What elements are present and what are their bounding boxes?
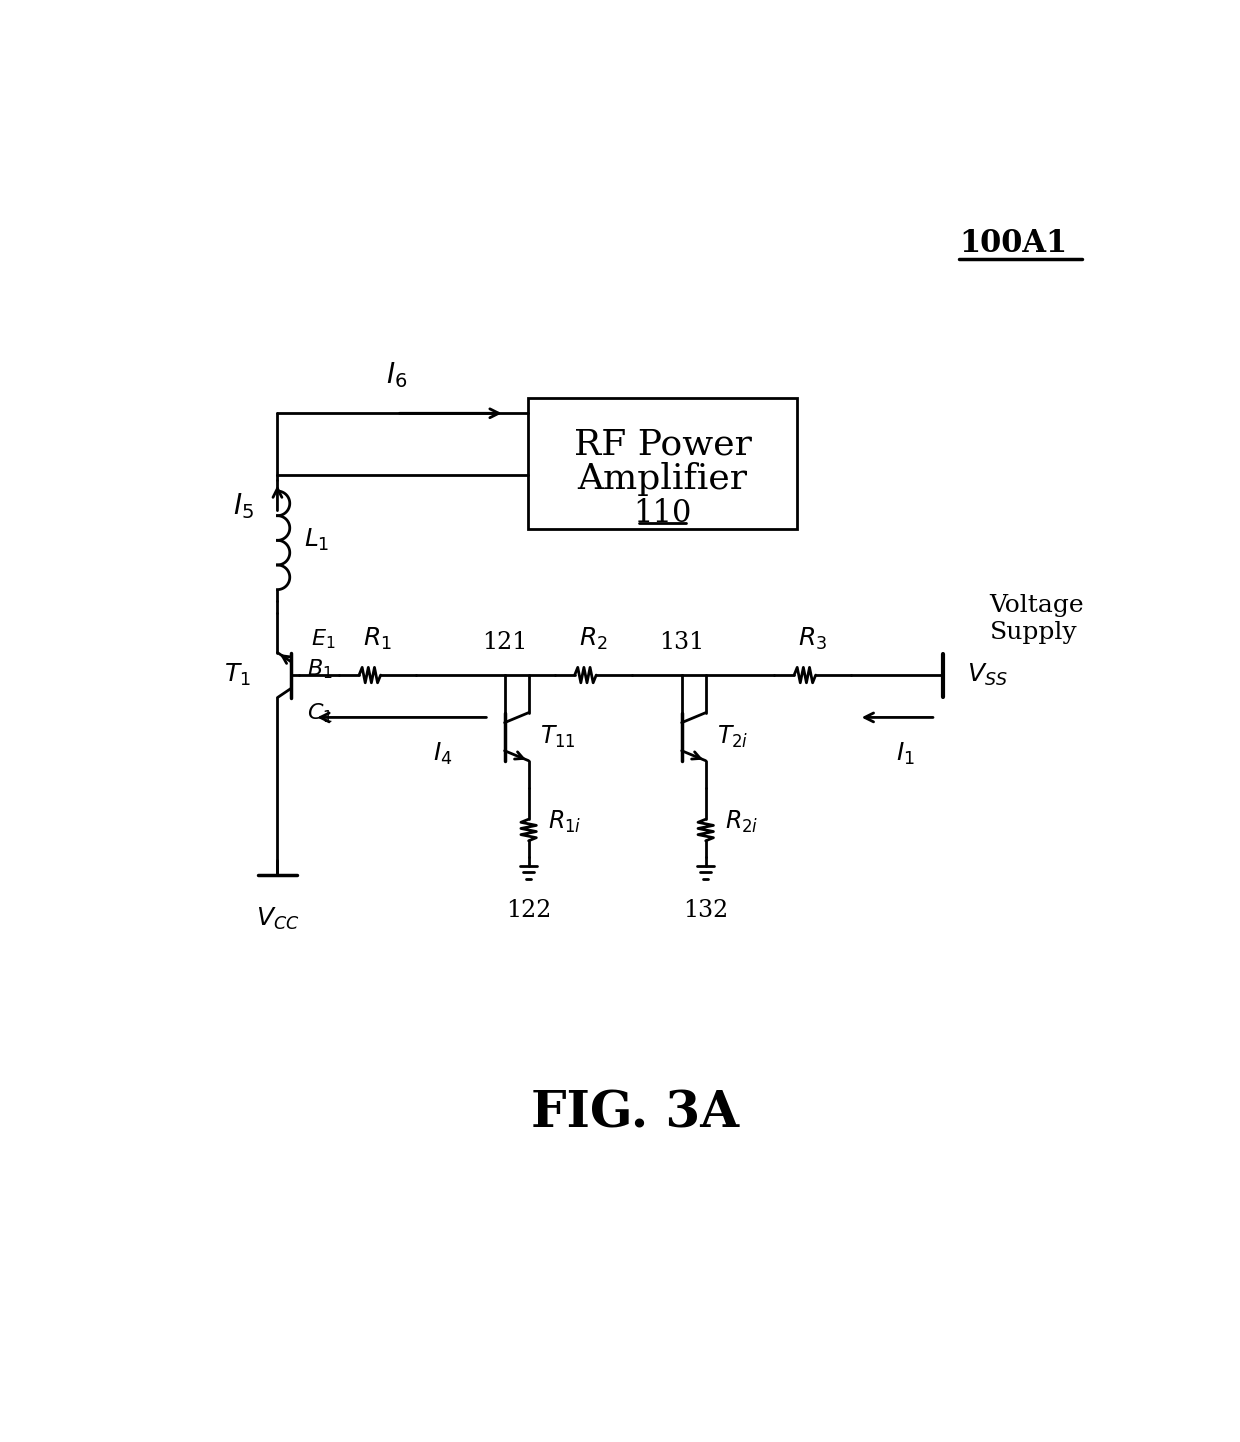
Text: $C_1$: $C_1$ bbox=[306, 701, 332, 725]
Text: $R_{1i}$: $R_{1i}$ bbox=[548, 809, 582, 835]
Text: $I_6$: $I_6$ bbox=[386, 360, 408, 391]
Text: $R_3$: $R_3$ bbox=[799, 626, 827, 652]
Text: FIG. 3A: FIG. 3A bbox=[532, 1090, 739, 1139]
Text: $L_1$: $L_1$ bbox=[304, 528, 330, 554]
Text: $R_{2i}$: $R_{2i}$ bbox=[725, 809, 759, 835]
Text: $T_{11}$: $T_{11}$ bbox=[541, 724, 577, 750]
Text: $R_1$: $R_1$ bbox=[363, 626, 392, 652]
Text: $I_4$: $I_4$ bbox=[433, 741, 453, 767]
Text: $T_1$: $T_1$ bbox=[223, 662, 250, 688]
Text: 131: 131 bbox=[660, 630, 704, 653]
Text: 132: 132 bbox=[683, 900, 728, 923]
Text: $I_5$: $I_5$ bbox=[233, 490, 254, 521]
Text: $R_2$: $R_2$ bbox=[579, 626, 608, 652]
Bar bbox=[528, 398, 797, 529]
Text: $E_1$: $E_1$ bbox=[310, 627, 335, 650]
Text: $T_{2i}$: $T_{2i}$ bbox=[717, 724, 749, 750]
Text: $V_{SS}$: $V_{SS}$ bbox=[967, 662, 1007, 688]
Text: $B_1$: $B_1$ bbox=[306, 658, 332, 681]
Text: RF Power: RF Power bbox=[574, 427, 751, 461]
Text: 100A1: 100A1 bbox=[959, 228, 1068, 260]
Text: 122: 122 bbox=[506, 900, 552, 923]
Text: Supply: Supply bbox=[990, 622, 1078, 645]
Text: $V_{CC}$: $V_{CC}$ bbox=[255, 906, 299, 933]
Text: Amplifier: Amplifier bbox=[578, 461, 748, 496]
Text: Voltage: Voltage bbox=[990, 594, 1084, 617]
Text: 121: 121 bbox=[482, 630, 527, 653]
Text: 110: 110 bbox=[634, 497, 692, 529]
Text: $I_1$: $I_1$ bbox=[895, 741, 914, 767]
